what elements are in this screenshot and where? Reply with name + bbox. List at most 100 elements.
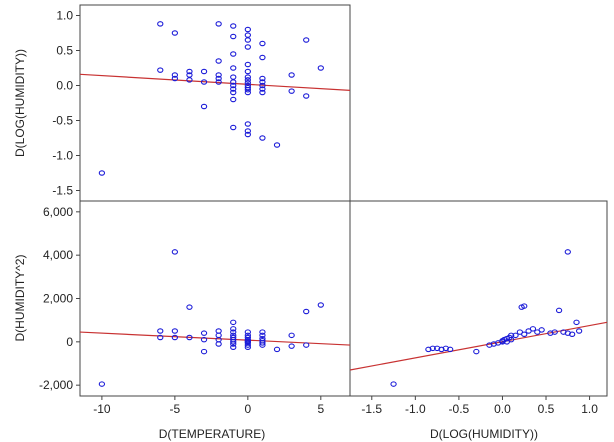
data-point xyxy=(186,68,193,75)
data-point xyxy=(186,304,193,310)
panel-frame-bottom-right xyxy=(349,200,608,397)
data-point xyxy=(429,345,436,352)
data-point xyxy=(186,77,193,83)
data-point xyxy=(259,86,266,92)
data-point xyxy=(259,329,266,335)
data-point xyxy=(512,332,519,339)
data-point xyxy=(447,346,454,353)
data-point xyxy=(259,340,266,346)
data-point xyxy=(98,170,106,176)
data-point xyxy=(200,68,208,75)
data-point xyxy=(230,51,237,57)
data-point xyxy=(244,37,251,43)
data-point xyxy=(171,75,179,82)
x-tick-label: -10 xyxy=(93,402,111,416)
data-point xyxy=(230,319,237,326)
data-point xyxy=(521,331,528,337)
data-point xyxy=(244,44,251,50)
data-point xyxy=(200,103,208,110)
data-point xyxy=(230,96,237,103)
data-point xyxy=(288,72,295,78)
x-axis-label-right: D(LOG(HUMIDITY)) xyxy=(430,427,538,441)
data-point xyxy=(244,68,251,75)
data-point xyxy=(303,93,310,99)
data-point xyxy=(230,341,237,347)
data-point xyxy=(230,339,237,345)
data-point xyxy=(230,33,237,40)
y-tick-label: -1.5 xyxy=(52,184,73,198)
data-point xyxy=(98,381,106,387)
y-tick-label: 2,000 xyxy=(43,292,73,306)
data-point xyxy=(230,344,237,350)
data-point xyxy=(230,86,237,92)
y-tick-label: 4,000 xyxy=(43,248,73,262)
data-point xyxy=(259,135,266,141)
data-point xyxy=(230,82,237,89)
data-point xyxy=(317,302,324,308)
x-tick-label: -1.0 xyxy=(405,402,426,416)
data-point xyxy=(303,37,310,43)
data-point xyxy=(244,131,251,138)
y-tick-label: 0.5 xyxy=(56,44,73,58)
data-point xyxy=(508,332,515,339)
data-point xyxy=(200,330,208,336)
data-point xyxy=(171,30,179,36)
data-point xyxy=(555,307,563,314)
y-tick-label: 6,000 xyxy=(43,205,73,219)
data-point xyxy=(529,326,537,332)
data-point xyxy=(215,21,222,27)
data-point xyxy=(244,121,251,127)
data-point xyxy=(273,346,281,353)
data-point xyxy=(259,79,266,85)
data-point xyxy=(200,336,208,343)
data-point xyxy=(215,58,222,64)
data-point xyxy=(303,342,310,348)
x-tick-label: 1.0 xyxy=(581,402,598,416)
y-tick-label: 0 xyxy=(66,335,73,349)
data-point xyxy=(230,326,237,332)
data-point xyxy=(215,75,222,82)
x-tick-label: 5 xyxy=(317,402,324,416)
data-point xyxy=(244,77,251,83)
data-point xyxy=(244,61,251,68)
data-point xyxy=(317,65,324,71)
x-tick-label: -1.5 xyxy=(361,402,382,416)
data-point xyxy=(215,341,222,347)
data-point xyxy=(259,332,266,339)
data-point xyxy=(259,54,266,61)
data-point xyxy=(259,89,266,96)
y-axis-label-top: D(LOG(HUMIDITY)) xyxy=(13,49,27,157)
data-point xyxy=(390,381,397,387)
data-point xyxy=(215,72,222,78)
data-point xyxy=(171,249,179,255)
data-point xyxy=(157,328,164,334)
data-point xyxy=(244,26,251,33)
x-tick-label: -0.5 xyxy=(449,402,470,416)
panel-frame-top-left xyxy=(79,4,351,202)
data-point xyxy=(230,89,237,96)
data-point xyxy=(288,332,295,339)
data-point xyxy=(230,329,237,335)
y-tick-label: 0.0 xyxy=(56,79,73,93)
data-point xyxy=(473,348,480,355)
data-point xyxy=(244,86,251,93)
data-point xyxy=(273,142,281,148)
data-point xyxy=(230,65,237,71)
x-tick-label: 0.5 xyxy=(538,402,555,416)
data-point xyxy=(244,128,251,134)
data-point xyxy=(230,79,237,85)
data-point xyxy=(259,75,266,82)
data-point xyxy=(521,303,528,309)
data-point xyxy=(573,319,580,326)
data-point xyxy=(538,327,545,333)
data-point xyxy=(259,40,266,47)
x-axis-label-left: D(TEMPERATURE) xyxy=(159,427,265,441)
data-point xyxy=(171,72,179,78)
data-point xyxy=(230,124,237,131)
data-point xyxy=(244,342,251,348)
y-tick-label: -0.5 xyxy=(52,114,73,128)
x-tick-label: -5 xyxy=(170,402,181,416)
data-point xyxy=(215,79,222,85)
data-point xyxy=(230,23,237,29)
